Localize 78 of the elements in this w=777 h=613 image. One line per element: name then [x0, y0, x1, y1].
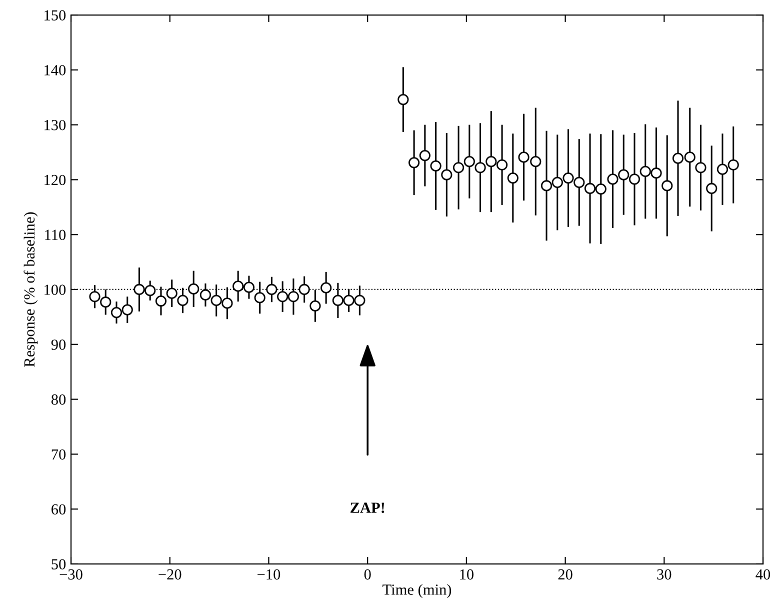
y-tick-label: 150	[44, 10, 66, 20]
y-tick-label: 140	[44, 65, 66, 76]
point	[530, 156, 542, 168]
point	[640, 166, 651, 178]
point	[562, 172, 574, 184]
y-tick-label: 50	[52, 559, 66, 570]
x-tick-label: −10	[258, 569, 280, 580]
point	[607, 174, 618, 185]
y-axis-title: Response (% of baseline)	[24, 212, 38, 367]
point	[408, 157, 420, 168]
y-tick-label: 60	[52, 504, 66, 515]
point	[298, 284, 310, 296]
y-tick-label: 120	[44, 174, 66, 186]
point	[100, 296, 112, 308]
point	[695, 162, 706, 174]
annotation: ZAP!	[350, 502, 384, 513]
x-tick-label: 0	[364, 569, 371, 580]
point	[441, 169, 452, 180]
x-tick-label: 20	[558, 569, 572, 580]
point	[419, 150, 430, 162]
point	[89, 291, 100, 302]
point	[552, 176, 563, 188]
point	[288, 291, 299, 302]
point	[650, 168, 662, 179]
point	[452, 162, 464, 174]
point	[486, 156, 497, 168]
point	[540, 180, 552, 192]
x-tick-label: 40	[756, 569, 770, 580]
point	[155, 295, 167, 307]
point	[177, 294, 188, 306]
point	[496, 159, 508, 170]
point	[518, 152, 530, 163]
point	[320, 282, 332, 294]
point	[574, 176, 585, 188]
y-tick-label: 130	[44, 120, 66, 130]
point	[222, 298, 233, 309]
point	[144, 285, 156, 296]
x-tick-label: 30	[657, 569, 672, 580]
x-tick-label: −20	[158, 569, 182, 580]
y-tick-label: 70	[52, 449, 66, 460]
point	[684, 152, 696, 163]
x-tick-label: 10	[460, 569, 474, 580]
point	[474, 162, 486, 174]
point	[254, 292, 266, 304]
point	[310, 300, 321, 312]
y-tick-label: 80	[51, 394, 66, 405]
point	[188, 283, 200, 294]
x-axis-title: Time (min)	[382, 584, 452, 598]
point	[232, 280, 244, 292]
point	[243, 282, 255, 293]
y-tick-label: 100	[44, 284, 66, 295]
point	[122, 304, 133, 316]
point	[210, 294, 222, 306]
point	[332, 294, 344, 306]
point	[277, 291, 288, 302]
point	[672, 152, 684, 164]
point	[706, 182, 718, 194]
point	[662, 180, 673, 192]
y-tick-label: 90	[51, 340, 66, 350]
point	[507, 172, 518, 184]
point	[266, 284, 278, 296]
y-tick-label: 110	[45, 230, 66, 240]
point	[728, 159, 739, 170]
point	[716, 164, 728, 175]
point	[464, 156, 475, 168]
point	[354, 294, 366, 306]
point	[618, 169, 630, 180]
point	[430, 160, 442, 172]
point	[134, 284, 145, 296]
point	[628, 174, 640, 185]
x-tick-label: −30	[60, 569, 82, 580]
point	[595, 183, 606, 195]
point	[584, 182, 596, 194]
point	[398, 94, 409, 106]
point	[110, 306, 122, 318]
point	[200, 289, 212, 301]
point	[343, 294, 354, 306]
point	[166, 288, 178, 299]
